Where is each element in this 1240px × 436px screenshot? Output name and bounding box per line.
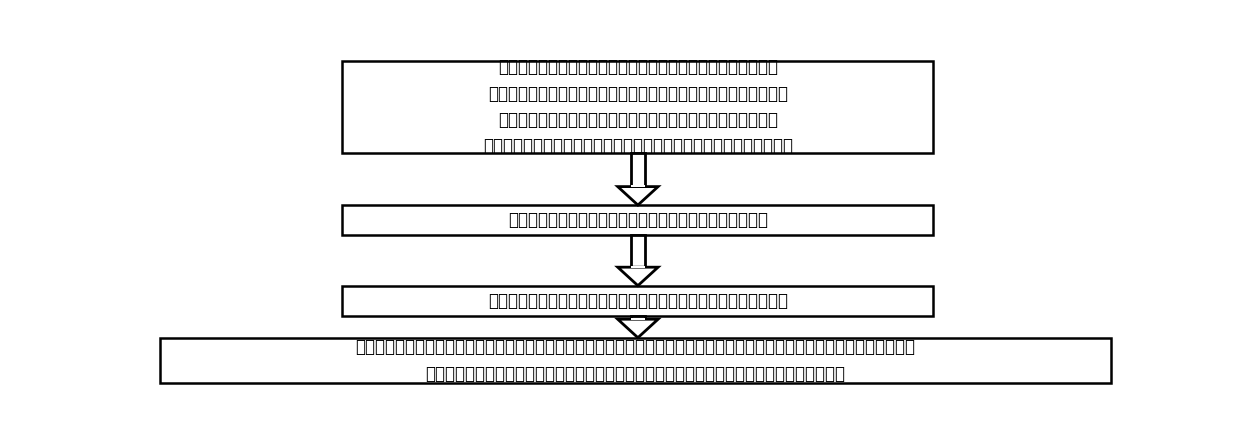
Text: 在所述第一密闭机构与所述第二密闭机构的下方开设若干孔: 在所述第一密闭机构与所述第二密闭机构的下方开设若干孔: [508, 211, 768, 229]
Bar: [631, 185, 645, 187]
Bar: [631, 235, 645, 267]
Bar: [631, 316, 645, 319]
Polygon shape: [618, 267, 658, 286]
Bar: [342, 61, 934, 153]
Bar: [342, 286, 934, 316]
Bar: [342, 205, 934, 235]
Polygon shape: [618, 267, 658, 286]
Polygon shape: [618, 319, 658, 337]
Polygon shape: [618, 319, 658, 337]
Polygon shape: [618, 187, 658, 205]
Text: 在所述中间包盖内布置充氩管道，所述充氩管道设置有若干个吹氩口: 在所述中间包盖内布置充氩管道，所述充氩管道设置有若干个吹氩口: [487, 292, 787, 310]
Text: 将所述吹氩口设置在所述容置空间上方，对所述容置空间进行缓慢吹氩，所述容置空间内的氩气通过所述第一密闭机构与所述第
二密闭机构的下方开设若干孔进入所述中间包内容置: 将所述吹氩口设置在所述容置空间上方，对所述容置空间进行缓慢吹氩，所述容置空间内的…: [356, 338, 915, 382]
Bar: [631, 153, 645, 187]
Bar: [160, 337, 1111, 383]
Text: 在开始浇注前，在所述中间包内设置第一密闭机构及第二密闭机
构，所述第一密闭机构设置在中间包盖的第一塞棒孔与浇注孔之间，
所述第二密闭机构设置在所述中间包盖的第二: 在开始浇注前，在所述中间包内设置第一密闭机构及第二密闭机 构，所述第一密闭机构设…: [482, 58, 792, 156]
Polygon shape: [618, 187, 658, 205]
Bar: [631, 266, 645, 268]
Bar: [631, 318, 645, 320]
